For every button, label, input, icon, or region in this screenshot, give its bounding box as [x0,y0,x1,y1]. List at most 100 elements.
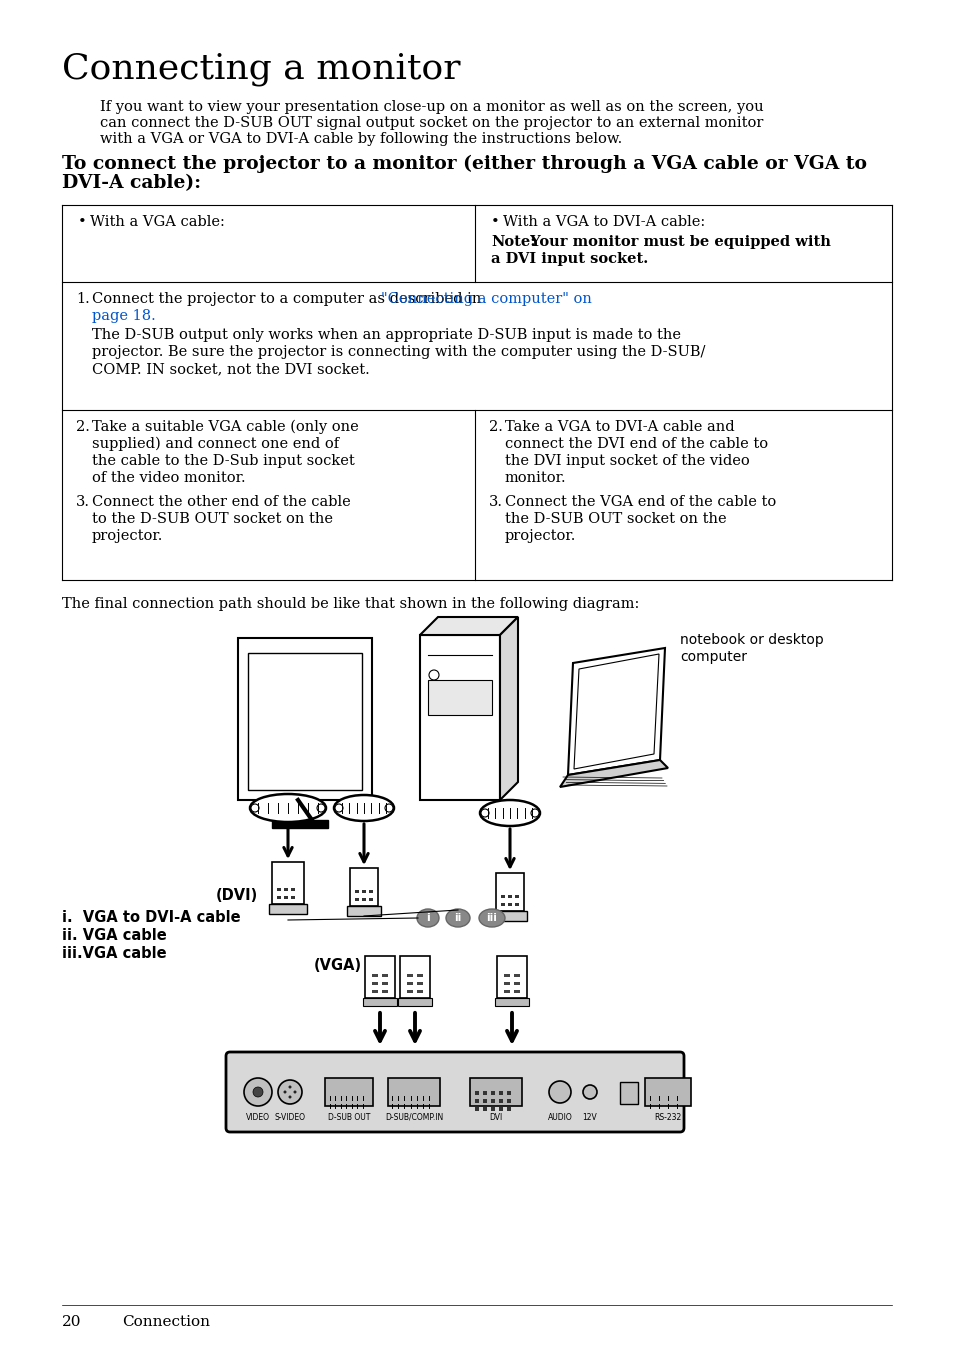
Circle shape [316,804,325,813]
FancyBboxPatch shape [428,680,492,715]
Text: a DVI input socket.: a DVI input socket. [491,251,648,266]
Text: ii: ii [454,913,461,923]
Bar [361,898,366,900]
Text: iii.VGA cable: iii.VGA cable [62,946,167,961]
Bar [372,990,377,992]
Bar [355,898,358,900]
Bar [482,1091,486,1095]
Text: The final connection path should be like that shown in the following diagram:: The final connection path should be like… [62,598,639,611]
Polygon shape [499,617,517,800]
Bar [498,1091,502,1095]
Text: AUDIO: AUDIO [547,1113,572,1122]
Bar [416,973,422,977]
Bar [507,903,512,906]
Circle shape [531,808,538,817]
Text: i.  VGA to DVI-A cable: i. VGA to DVI-A cable [62,910,240,925]
Bar [503,982,510,986]
FancyBboxPatch shape [470,1078,521,1106]
Text: •: • [491,215,499,228]
Bar [475,1107,478,1111]
FancyBboxPatch shape [363,998,396,1006]
Bar [506,1091,511,1095]
Circle shape [283,1091,286,1094]
Text: 3.: 3. [489,495,502,508]
Bar [491,1107,495,1111]
Bar [503,990,510,992]
Text: projector.: projector. [91,529,163,544]
FancyBboxPatch shape [493,911,526,921]
Circle shape [251,804,258,813]
Bar [498,1107,502,1111]
Circle shape [548,1082,571,1103]
Bar [482,1099,486,1103]
FancyBboxPatch shape [399,956,430,998]
Circle shape [582,1086,597,1099]
Text: Connection: Connection [122,1315,210,1329]
Text: 3.: 3. [76,495,90,508]
Text: the D-SUB OUT socket on the: the D-SUB OUT socket on the [504,512,726,526]
Bar [372,982,377,986]
FancyBboxPatch shape [350,868,377,906]
Text: D-SUB OUT: D-SUB OUT [328,1113,370,1122]
Text: the DVI input socket of the video: the DVI input socket of the video [504,454,749,468]
Text: i: i [426,913,430,923]
Text: projector. Be sure the projector is connecting with the computer using the D-SUB: projector. Be sure the projector is conn… [91,345,704,360]
Text: 12V: 12V [582,1113,597,1122]
FancyBboxPatch shape [496,873,523,911]
Text: iii: iii [486,913,497,923]
Bar [291,896,294,899]
Bar [500,895,504,898]
FancyBboxPatch shape [248,653,361,790]
Bar [276,888,281,891]
FancyBboxPatch shape [347,906,380,917]
FancyBboxPatch shape [365,956,395,998]
Bar [355,890,358,894]
FancyBboxPatch shape [272,821,328,827]
Ellipse shape [250,794,326,822]
Polygon shape [574,654,659,769]
Bar [291,888,294,891]
FancyBboxPatch shape [419,635,499,800]
Text: 2.: 2. [489,420,502,434]
Bar [491,1099,495,1103]
Bar [381,990,388,992]
Bar [407,973,413,977]
FancyBboxPatch shape [237,638,372,800]
Text: If you want to view your presentation close-up on a monitor as well as on the sc: If you want to view your presentation cl… [100,100,762,114]
Text: 20: 20 [62,1315,81,1329]
Circle shape [335,804,343,813]
Text: supplied) and connect one end of: supplied) and connect one end of [91,437,338,452]
Text: notebook or desktop
computer: notebook or desktop computer [679,633,822,664]
Bar [491,1091,495,1095]
Text: With a VGA to DVI-A cable:: With a VGA to DVI-A cable: [502,215,704,228]
Bar [416,982,422,986]
FancyBboxPatch shape [388,1078,439,1106]
Text: DVI-A cable):: DVI-A cable): [62,174,201,192]
Bar [276,896,281,899]
Circle shape [288,1095,292,1098]
Text: Note:: Note: [491,235,536,249]
Text: With a VGA cable:: With a VGA cable: [90,215,225,228]
Text: monitor.: monitor. [504,470,566,485]
Circle shape [244,1078,272,1106]
Text: Your monitor must be equipped with: Your monitor must be equipped with [524,235,830,249]
Circle shape [288,1086,292,1088]
Bar [507,895,512,898]
Text: page 18.: page 18. [91,310,155,323]
Text: Connect the projector to a computer as described in: Connect the projector to a computer as d… [91,292,485,306]
Text: VIDEO: VIDEO [246,1113,270,1122]
Text: Connecting a monitor: Connecting a monitor [62,51,460,87]
Bar [369,898,373,900]
Text: Connect the other end of the cable: Connect the other end of the cable [91,495,351,508]
Text: the cable to the D-Sub input socket: the cable to the D-Sub input socket [91,454,355,468]
Bar [284,888,288,891]
Bar [506,1099,511,1103]
FancyBboxPatch shape [325,1078,373,1106]
Bar [381,982,388,986]
FancyBboxPatch shape [644,1078,690,1106]
FancyBboxPatch shape [272,863,304,904]
Text: (DVI): (DVI) [215,888,257,903]
Bar [503,973,510,977]
Text: The D-SUB output only works when an appropriate D-SUB input is made to the: The D-SUB output only works when an appr… [91,329,680,342]
Bar [514,990,519,992]
